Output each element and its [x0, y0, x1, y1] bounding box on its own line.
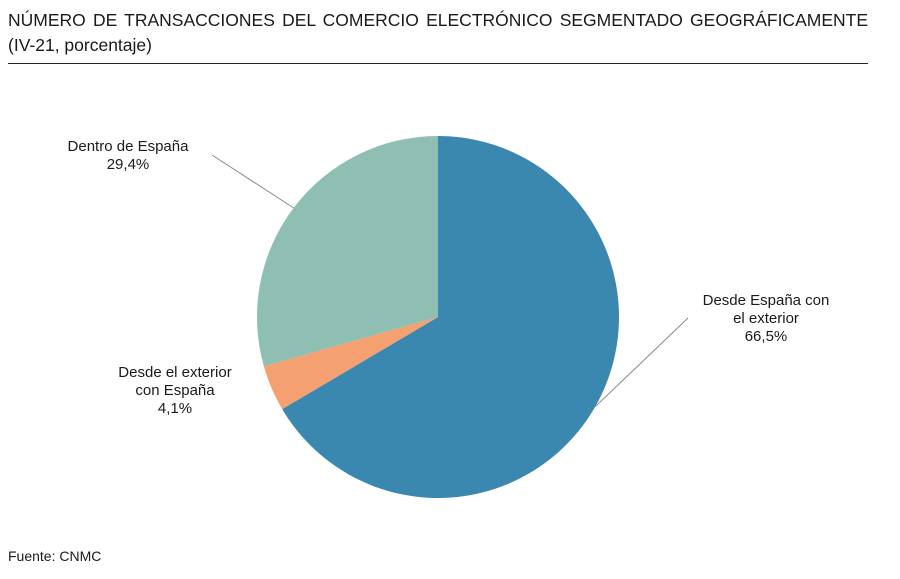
slice-label-3: Dentro de España 29,4%	[68, 138, 190, 173]
slice-label-1: Desde España con el exterior 66,5%	[703, 292, 830, 345]
slice-value-label: 4,1%	[158, 400, 192, 417]
pie-slice-1	[282, 136, 619, 498]
slice-name-label: Desde el exterior	[118, 364, 231, 381]
slice-name-label: con España	[135, 382, 215, 399]
chart-header: NÚMERO DE TRANSACCIONES DEL COMERCIO ELE…	[8, 8, 868, 64]
slice-value-label: 66,5%	[745, 328, 788, 345]
leader-line-1	[594, 317, 689, 408]
slice-value-label: 29,4%	[107, 156, 150, 173]
chart-title: NÚMERO DE TRANSACCIONES DEL COMERCIO ELE…	[8, 10, 868, 55]
slice-label-2: Desde el exterior con España 4,1%	[118, 364, 231, 417]
source-note: Fuente: CNMC	[8, 548, 102, 564]
slice-name-label: el exterior	[733, 310, 799, 327]
leader-line-3	[211, 154, 294, 209]
pie-slice-3	[256, 136, 438, 367]
slice-name-label: Dentro de España	[68, 138, 190, 155]
slice-name-label: Desde España con	[703, 292, 830, 309]
pie-slice-2	[263, 317, 438, 410]
